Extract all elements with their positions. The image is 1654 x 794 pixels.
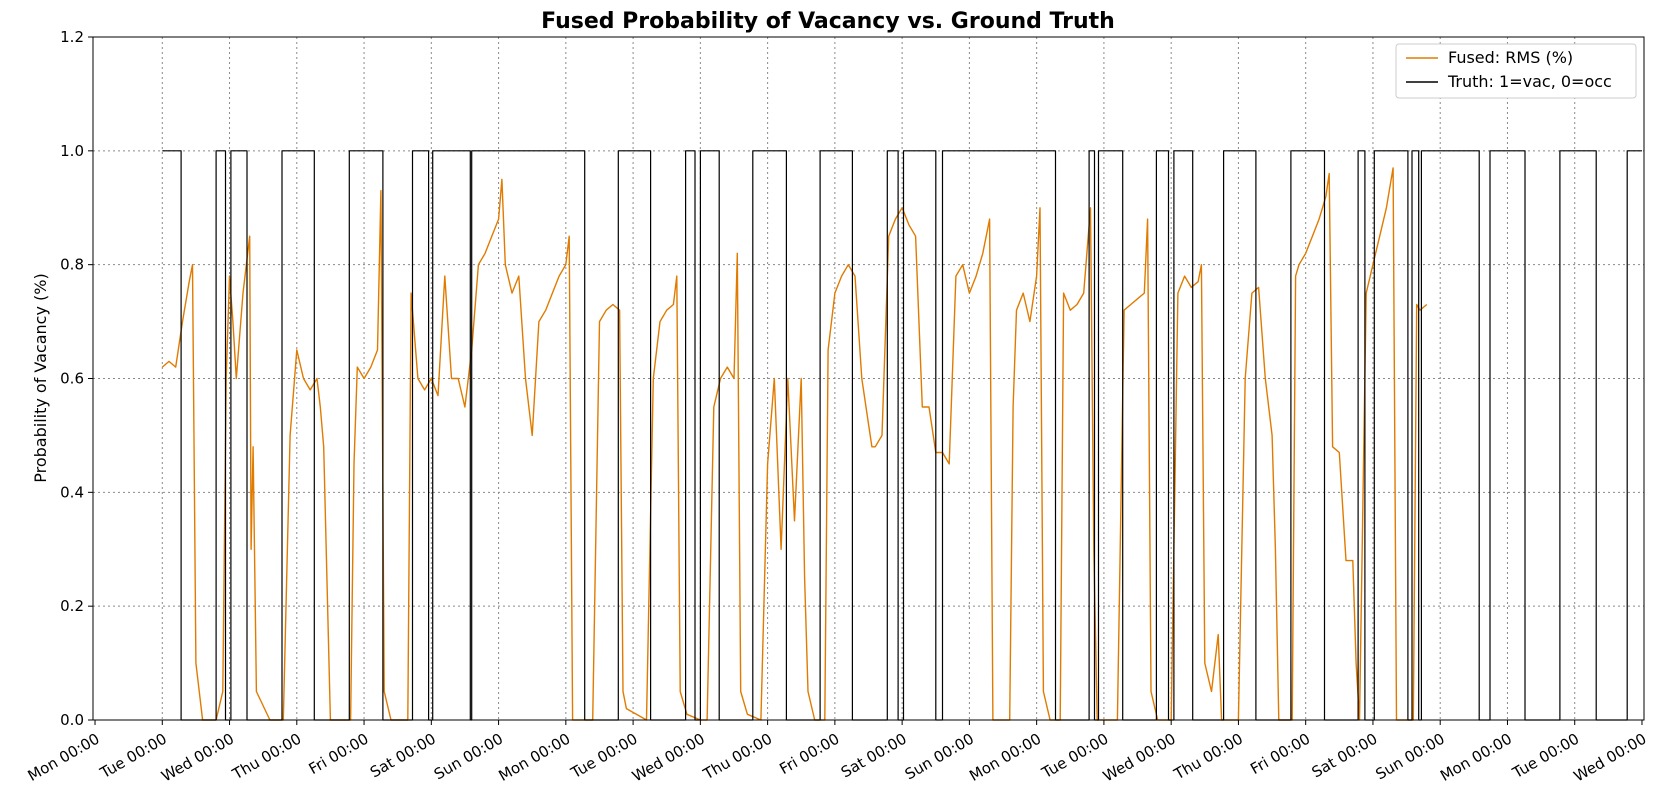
y-axis-label: Probability of Vacancy (%) (31, 273, 50, 482)
legend-label-fused: Fused: RMS (%) (1448, 48, 1573, 67)
y-tick-label: 0.8 (60, 256, 84, 274)
legend-box (1395, 43, 1637, 99)
y-tick-label: 0.2 (60, 597, 84, 615)
legend-label-truth: Truth: 1=vac, 0=occ (1447, 72, 1612, 91)
y-axis-ticks: 0.0 0.2 0.4 0.6 0.8 1.0 1.2 (60, 28, 93, 729)
y-tick-label: 1.2 (60, 28, 84, 46)
y-tick-label: 0.6 (60, 370, 84, 388)
chart-title: Fused Probability of Vacancy vs. Ground … (541, 9, 1115, 34)
grid-layer (93, 37, 1644, 720)
y-tick-label: 0.0 (60, 711, 84, 729)
series-line-fused (161, 167, 1428, 721)
legend: Fused: RMS (%) Truth: 1=vac, 0=occ (1395, 43, 1637, 99)
y-tick-label: 1.0 (60, 142, 84, 160)
y-tick-label: 0.4 (60, 483, 84, 501)
